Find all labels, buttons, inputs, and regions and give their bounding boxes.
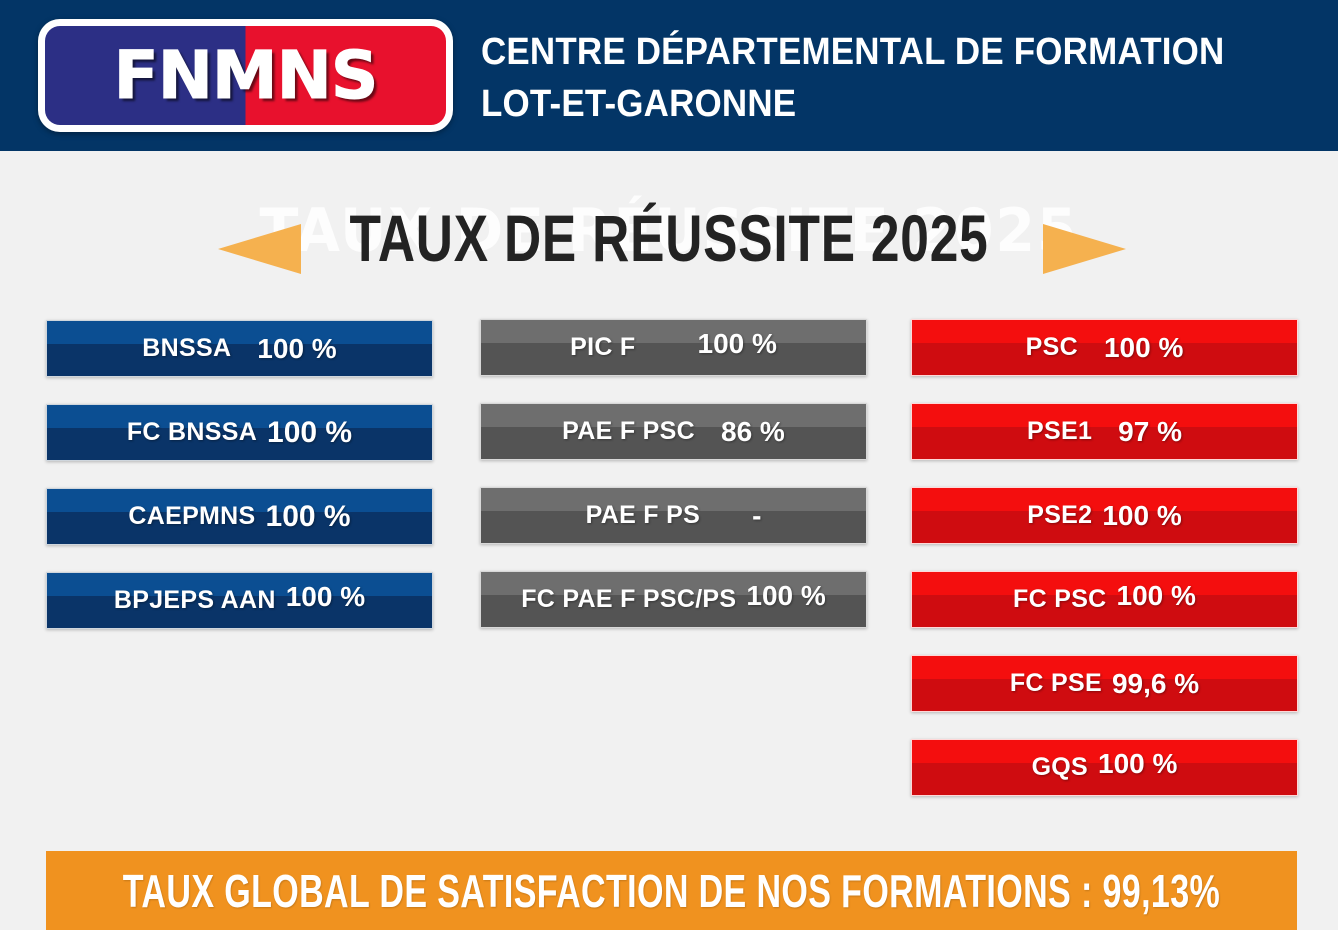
logo-text: FNMNS [113,36,379,114]
bar-label: PSC [1025,333,1078,361]
result-bar: BNSSA 100 % [46,320,433,377]
bar-value: 100 % [265,499,351,533]
result-bar: FC BNSSA 100 % [46,404,433,461]
result-bar: CAEPMNS 100 % [46,488,433,545]
column-blue: BNSSA 100 % FC BNSSA 100 % CAEPMNS 100 %… [46,320,433,656]
header-title-line1: CENTRE DÉPARTEMENTAL DE FORMATION [481,31,1225,73]
result-bar: FC PSE 99,6 % [911,655,1298,712]
bar-label: PAE F PSC [562,417,695,445]
bar-value: 86 % [721,415,785,447]
bar-label: BNSSA [142,334,232,362]
result-bar: PAE F PS - [480,487,867,544]
bar-value: 100 % [1103,331,1184,363]
result-bar: PSE1 97 % [911,403,1298,460]
header-title-line2: LOT-ET-GARONNE [481,83,797,125]
result-bar: PSE2 100 % [911,487,1298,544]
result-bar: GQS 100 % [911,739,1298,796]
triangle-left-icon [218,224,301,274]
bar-label: FC PSE [1009,669,1102,697]
bar-label: FC BNSSA [126,418,258,446]
bar-label: PAE F PS [585,501,701,529]
bar-label: GQS [1031,753,1089,781]
bar-value: 99,6 % [1111,667,1200,699]
bar-label: PSE2 [1027,501,1093,529]
bar-label: PSE1 [1027,417,1093,445]
bar-value: 100 % [1098,747,1178,779]
page-title: TAUX DE RÉUSSITE 2025 [349,201,989,275]
bar-label: CAEPMNS [128,502,256,530]
header-title: CENTRE DÉPARTEMENTAL DE FORMATION LOT-ET… [481,26,1245,130]
column-gray: PIC F 100 % PAE F PSC 86 % PAE F PS - FC… [480,319,867,655]
result-bar: BPJEPS AAN 100 % [46,572,433,629]
bar-value: - [752,499,762,531]
result-bar: PSC 100 % [911,319,1298,376]
bar-value: 100 % [1102,499,1182,531]
satisfaction-text: TAUX GLOBAL DE SATISFACTION DE NOS FORMA… [122,864,1221,917]
logo-inner-panel: FNMNS [45,26,446,125]
bar-value: 100 % [746,579,826,611]
bar-label: FC PAE F PSC/PS [521,585,737,613]
triangle-right-icon [1043,224,1126,274]
title-section: TAUX DE RÉUSSITE 2025 TAUX DE RÉUSSITE 2… [0,186,1338,291]
bar-value: 97 % [1118,415,1182,447]
bar-value: 100 % [1116,579,1196,611]
result-bar: FC PAE F PSC/PS 100 % [480,571,867,628]
bar-value: 100 % [257,332,337,364]
bar-label: FC PSC [1013,585,1107,613]
result-bar: PIC F 100 % [480,319,867,376]
result-bar: FC PSC 100 % [911,571,1298,628]
fnmns-logo: FNMNS [38,19,453,132]
bar-value: 100 % [267,415,353,449]
page-header: FNMNS CENTRE DÉPARTEMENTAL DE FORMATION … [0,0,1338,151]
result-bar: PAE F PSC 86 % [480,403,867,460]
satisfaction-banner: TAUX GLOBAL DE SATISFACTION DE NOS FORMA… [46,851,1297,930]
bar-value: 100 % [697,327,777,359]
bar-label: PIC F [570,333,636,361]
column-red: PSC 100 % PSE1 97 % PSE2 100 % FC PSC 10… [911,319,1298,823]
bar-label: BPJEPS AAN [113,586,276,614]
bar-value: 100 % [285,580,366,612]
ghost-title-watermark: TAUX DE RÉUSSITE 2025 [259,196,1079,266]
